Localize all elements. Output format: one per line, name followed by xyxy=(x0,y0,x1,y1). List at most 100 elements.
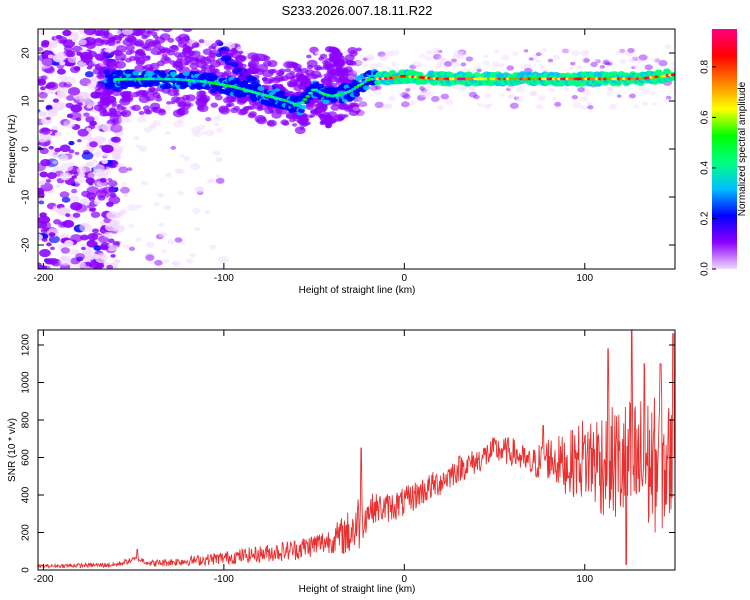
spectrogram-cell xyxy=(263,60,272,67)
spectrogram-cell xyxy=(369,63,379,70)
spectrogram-cell xyxy=(483,92,492,99)
spectrogram-cell xyxy=(499,93,505,97)
spectrogram-cell xyxy=(93,265,102,269)
spectrogram-cell xyxy=(86,239,98,248)
spectrogram-cell xyxy=(84,71,94,78)
spectrogram-cell xyxy=(426,49,434,56)
spectrogram-cell xyxy=(314,51,320,55)
spectrogram-cell xyxy=(101,159,109,165)
spectrogram-cell xyxy=(473,65,482,72)
spectrogram-cell xyxy=(424,94,431,100)
spectrogram-cell xyxy=(632,55,639,60)
spectrogram-cell xyxy=(86,104,93,109)
spectrogram-cell xyxy=(293,66,302,73)
snr-frame xyxy=(37,329,676,571)
spectrogram-cell xyxy=(147,87,159,95)
spectrogram-cell xyxy=(238,75,247,81)
spectrogram-cell xyxy=(382,103,392,110)
spectrogram-cell xyxy=(86,186,100,195)
x-tick-label: -100 xyxy=(214,273,234,284)
snr-y-ticks: 0 200 400 600 800 1000 1200 xyxy=(21,333,675,573)
spectrogram-cell xyxy=(133,136,140,141)
spectrogram-cell xyxy=(237,108,247,116)
spectrogram-cell xyxy=(414,97,422,102)
spectrogram-cell xyxy=(537,95,547,101)
spectrogram-cell xyxy=(131,104,141,112)
spectrogram-cell xyxy=(540,48,548,53)
spectrogram-cell xyxy=(319,53,328,59)
spectrogram-cell xyxy=(102,59,111,66)
spectrogram-cell xyxy=(625,51,631,56)
spectrogram-cell xyxy=(325,46,335,53)
spectrogram-cell xyxy=(67,55,79,64)
spectrogram-cell xyxy=(338,104,345,110)
spectrogram-cell xyxy=(599,64,606,69)
y-tick-label: 1000 xyxy=(21,371,32,394)
spectrogram-cell xyxy=(594,58,600,63)
spectrogram-cell xyxy=(628,57,636,63)
spectrogram-cell xyxy=(568,66,575,71)
spectrogram-cell xyxy=(80,54,93,63)
spectrogram-cell xyxy=(658,60,668,67)
spectrogram-cell xyxy=(296,74,305,80)
spectrogram-cell xyxy=(125,57,132,63)
spectrogram-cell xyxy=(670,61,675,66)
spectrogram-cell xyxy=(74,151,80,156)
spectrogram-cell xyxy=(631,65,636,70)
spectrogram-cell xyxy=(638,85,646,91)
spectrogram-cell xyxy=(55,86,68,95)
spectrogram-cell xyxy=(482,103,491,110)
spectrogram-cell xyxy=(628,93,636,99)
spectrogram-cell xyxy=(115,40,121,44)
spectrogram-cell xyxy=(440,93,450,100)
spectrogram-cell xyxy=(48,145,54,150)
spectrogram-cell xyxy=(48,232,56,238)
x-tick-label: 0 xyxy=(402,574,408,585)
x-tick-label: 0 xyxy=(402,273,408,284)
spectrogram-cell xyxy=(358,101,368,108)
spectrogram-ridge-cell xyxy=(297,104,303,108)
spectrogram-cell xyxy=(152,42,162,48)
spectrogram-cell xyxy=(155,96,163,102)
spectrogram-cell xyxy=(47,54,54,59)
spectrogram-cell xyxy=(52,54,65,63)
spectrogram-cell xyxy=(280,119,289,126)
spectrogram-cell xyxy=(578,81,587,87)
spectrogram-cell xyxy=(473,94,480,100)
spectrogram-cell xyxy=(607,60,614,65)
spectrogram-y-ticks: -20 -10 0 10 20 xyxy=(21,47,675,252)
spectrogram-cell xyxy=(138,95,151,104)
spectrogram-cell xyxy=(548,87,555,93)
spectrogram-cell xyxy=(523,63,533,70)
spectrogram-cell xyxy=(83,112,90,117)
spectrogram-ridge-cell xyxy=(348,89,354,93)
spectrogram-cell xyxy=(665,95,672,100)
spectrogram-cell xyxy=(145,254,155,261)
spectrogram-cell xyxy=(209,64,215,69)
spectrogram-cell xyxy=(40,75,48,80)
spectrogram-cell xyxy=(582,89,592,96)
spectrogram-cell xyxy=(113,221,119,225)
spectrogram-cell xyxy=(94,88,104,95)
spectrogram-cell xyxy=(269,76,276,82)
spectrogram-cell xyxy=(307,114,313,119)
spectrogram-cell xyxy=(427,92,434,97)
spectrogram-cell xyxy=(104,47,113,54)
spectrogram-cell xyxy=(106,84,114,90)
spectrogram-cell xyxy=(56,91,66,99)
spectrogram-cell xyxy=(174,237,183,243)
spectrogram-cell xyxy=(438,61,446,67)
spectrogram-cell xyxy=(298,118,307,125)
spectrogram-cell xyxy=(290,62,298,68)
spectrogram-cell xyxy=(500,54,510,61)
y-tick-label: 20 xyxy=(21,47,32,59)
spectrogram-cell xyxy=(274,74,284,82)
spectrogram-cell xyxy=(38,215,51,224)
spectrogram-cell xyxy=(283,61,294,69)
colorbar-tick-label: 0.4 xyxy=(700,161,711,175)
spectrogram-cell xyxy=(535,52,542,57)
spectrogram-cell xyxy=(59,61,66,66)
spectrogram-cell xyxy=(362,57,368,61)
spectrogram-cell xyxy=(353,98,359,102)
spectrogram-cell xyxy=(137,116,147,123)
